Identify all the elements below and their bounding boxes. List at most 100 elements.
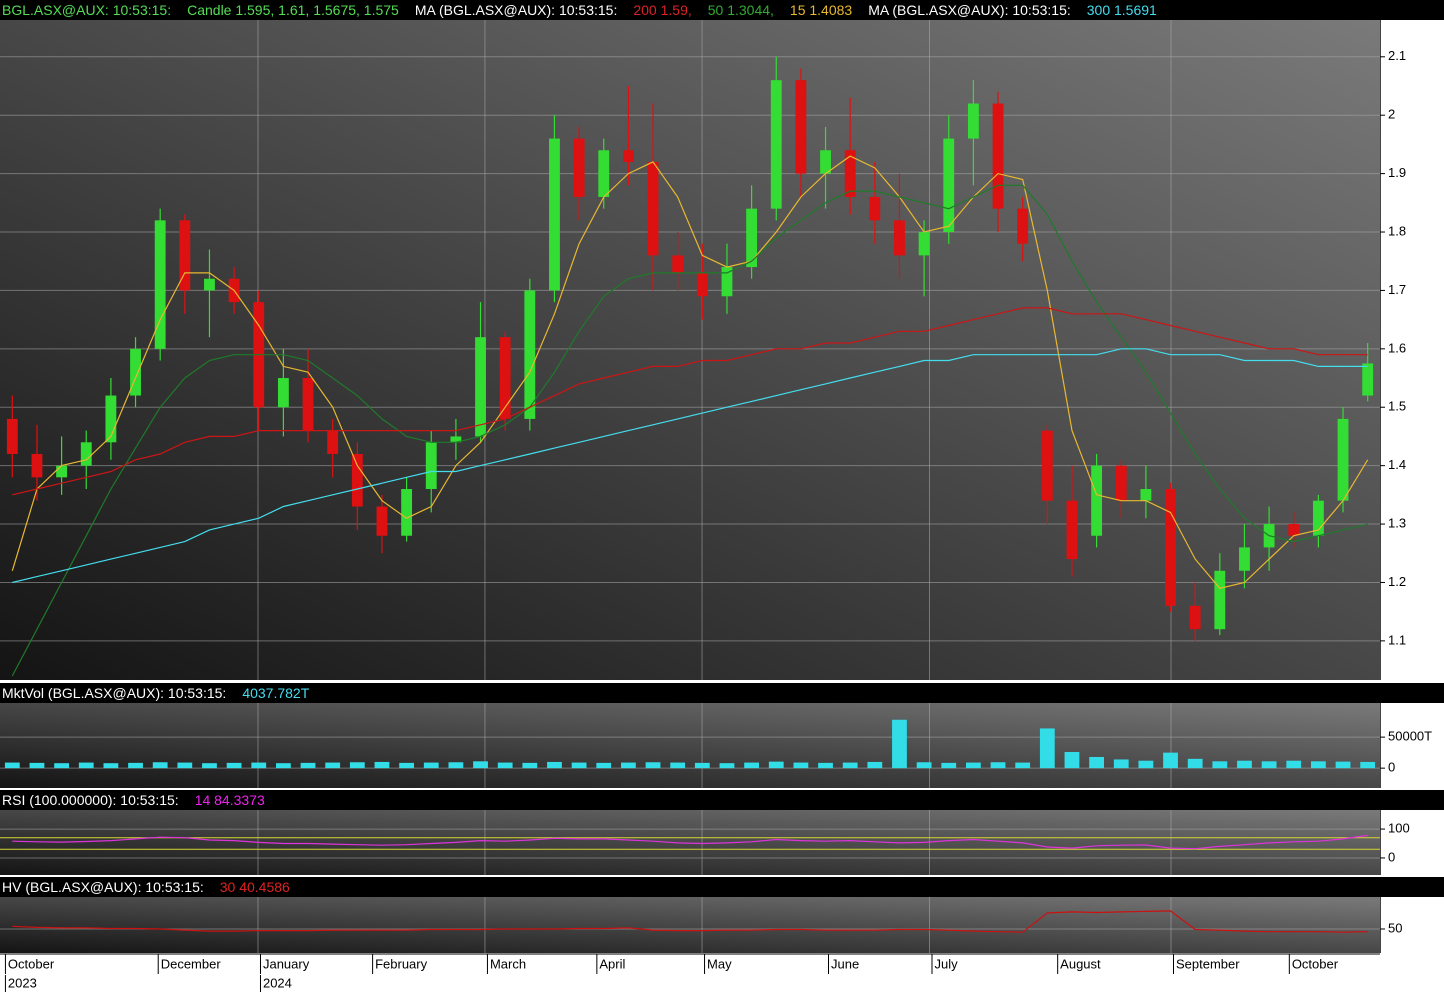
volume-bar [1138, 760, 1154, 769]
volume-bar [522, 762, 538, 769]
candle-body [56, 465, 68, 478]
y-tick-label: 1.9 [1388, 165, 1406, 180]
header-text: 4037.782T [242, 685, 310, 701]
volume-bar [818, 762, 833, 769]
candle-body [179, 220, 191, 291]
candle-body [549, 138, 560, 291]
candle-body [277, 378, 289, 408]
y-tick-label: 1.4 [1388, 457, 1406, 472]
header-text: Candle 1.595, 1.61, 1.5675, 1.575 [187, 2, 399, 18]
volume-bar [152, 762, 168, 769]
candle-body [918, 232, 930, 256]
y-tick-label: 0 [1388, 849, 1395, 864]
panel-background [0, 703, 1380, 788]
candle-body [746, 208, 758, 268]
header-text: MA (BGL.ASX@AUX): 10:53:15: [868, 2, 1071, 18]
y-tick-label: 0 [1388, 760, 1395, 775]
candle-body [80, 442, 92, 466]
y-tick-label: 1.5 [1388, 399, 1406, 414]
candle-body [1140, 489, 1152, 501]
candle-body [894, 220, 905, 256]
candle-body [573, 138, 585, 197]
header-text: 30 40.4586 [219, 879, 290, 895]
volume-bar [251, 762, 267, 769]
y-tick-label: 1.7 [1388, 282, 1406, 297]
candle-body [622, 150, 634, 162]
x-tick-label: September [1176, 956, 1240, 971]
y-tick-label: 50 [1388, 920, 1402, 935]
volume-bar [571, 762, 587, 769]
candle-body [1017, 208, 1029, 244]
candle-body [1041, 430, 1053, 501]
x-tick-label: January [263, 956, 310, 971]
volume-bar [1064, 752, 1080, 769]
panel-header: RSI (100.000000): 10:53:15: 14 84.3373 [0, 790, 1444, 810]
volume-bar [670, 762, 686, 769]
volume-bar [1039, 728, 1055, 769]
candle-body [844, 150, 856, 197]
header-text: 15 1.4083 [789, 2, 853, 18]
candle-body [647, 161, 659, 256]
volume-bar [1311, 761, 1326, 769]
candle-body [1312, 500, 1324, 536]
indicator-line [11, 155, 1369, 589]
candle-body [1066, 500, 1078, 560]
x-tick-label: April [599, 956, 625, 971]
volume-bar [374, 761, 390, 769]
volume-bar [966, 762, 981, 769]
candle-body [105, 395, 117, 443]
header-text: RSI (100.000000): 10:53:15: [2, 792, 179, 808]
candle-body [943, 138, 955, 233]
candle-body [524, 290, 536, 419]
candle-body [1288, 524, 1300, 536]
volume-bar [4, 762, 20, 769]
candle-body [795, 80, 807, 174]
x-tick-label: December [161, 956, 222, 971]
candle-body [376, 506, 388, 536]
candle-body [869, 196, 881, 221]
header-text: 50 1.3044, [707, 2, 774, 18]
candle-body [598, 150, 610, 197]
candle-body [672, 255, 684, 273]
candle-body [475, 337, 486, 437]
header-text: 300 1.5691 [1086, 2, 1157, 18]
volume-bar [1089, 756, 1104, 769]
y-tick-label: 1.3 [1388, 515, 1406, 530]
candle-body [154, 220, 166, 349]
volume-bar [300, 762, 316, 769]
candle-body [1165, 489, 1176, 606]
header-text: HV (BGL.ASX@AUX): 10:53:15: [2, 879, 204, 895]
candle-body [450, 436, 462, 443]
candle-body [721, 267, 733, 297]
y-tick-label: 2 [1388, 107, 1395, 122]
panel-background [0, 897, 1380, 953]
candle-body [204, 278, 215, 291]
y-tick-label: 1.6 [1388, 340, 1406, 355]
panel-header: MktVol (BGL.ASX@AUX): 10:53:15: 4037.782T [0, 683, 1444, 703]
volume-bar [621, 762, 636, 769]
year-label: 2024 [263, 975, 292, 990]
volume-bar [202, 763, 217, 769]
y-tick-label: 2.1 [1388, 48, 1406, 63]
volume-bar [276, 763, 291, 769]
volume-bar [1015, 762, 1031, 769]
candle-body [1091, 465, 1103, 536]
panel-header: BGL.ASX@AUX: 10:53:15: Candle 1.595, 1.61… [0, 0, 1444, 20]
candle-body [302, 378, 314, 431]
volume-bar [892, 719, 907, 769]
volume-bar [719, 763, 735, 769]
candle-body [967, 103, 979, 139]
volume-bar [744, 762, 759, 769]
volume-bar [1360, 761, 1376, 769]
volume-bar [793, 762, 809, 769]
candle-body [1362, 363, 1374, 396]
x-tick-label: July [935, 956, 959, 971]
header-text: MA (BGL.ASX@AUX): 10:53:15: [414, 2, 618, 18]
indicator-line [11, 184, 1368, 677]
candle-body [499, 337, 511, 419]
volume-bar [349, 762, 365, 769]
indicator-line [12, 307, 1368, 496]
volume-bar [941, 762, 957, 769]
header-text: MktVol (BGL.ASX@AUX): 10:53:15: [2, 685, 227, 701]
